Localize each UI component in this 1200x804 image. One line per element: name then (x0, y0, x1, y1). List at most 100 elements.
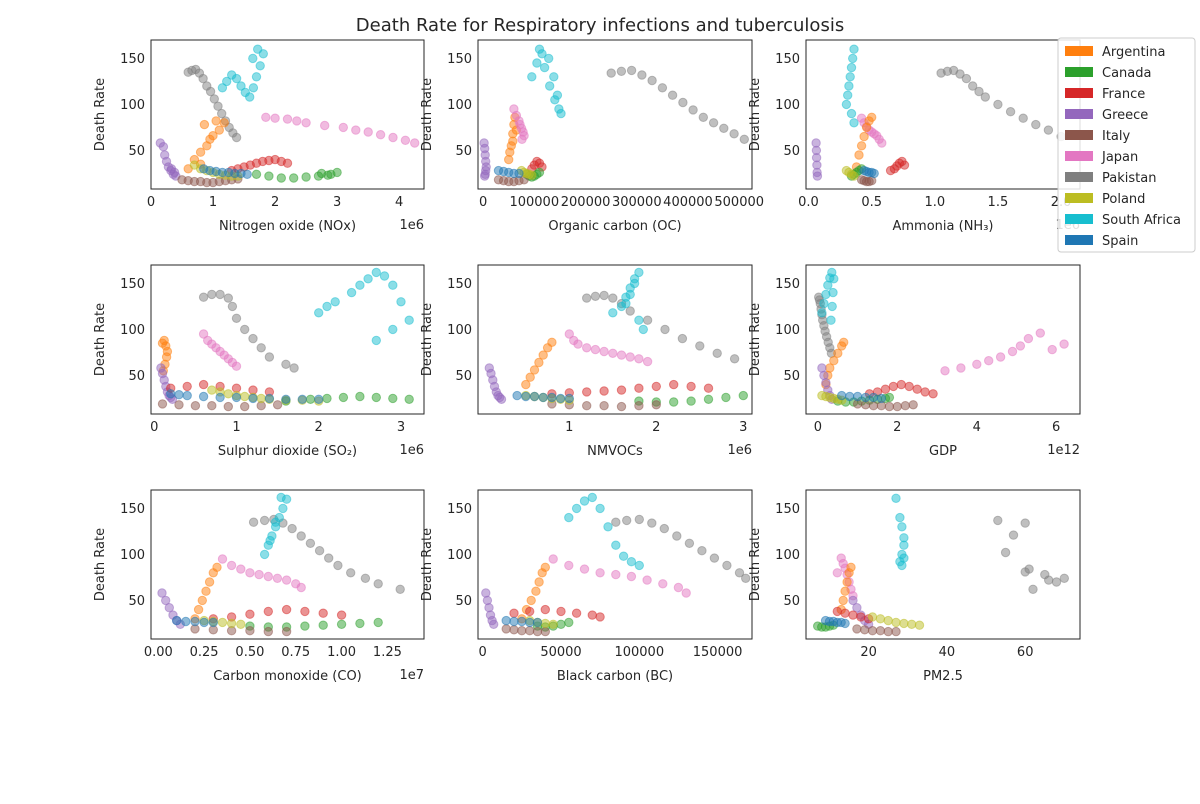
data-point-pakistan (289, 363, 299, 373)
data-point-south-africa (322, 301, 332, 312)
data-point-argentina (526, 595, 536, 606)
y-tick-label: 50 (128, 594, 145, 609)
data-point-pakistan (708, 118, 719, 128)
y-axis-label: Death Rate (93, 303, 108, 376)
data-point-france (318, 608, 328, 618)
data-point-south-africa (544, 53, 554, 64)
data-point-japan (410, 138, 420, 148)
data-point-greece (848, 595, 858, 606)
y-tick-label: 50 (783, 144, 800, 159)
data-point-japan (282, 114, 293, 124)
data-point-spain (172, 615, 182, 626)
data-point-argentina (842, 577, 852, 587)
subplot-4: 0 1 2 3 50 100 150 Sulphur dioxide (SO₂) Death R… (93, 264, 425, 459)
data-point-france (336, 610, 347, 620)
data-point-france (582, 387, 592, 397)
data-point-pakistan (209, 94, 220, 104)
data-point-south-africa (396, 297, 406, 307)
data-point-south-africa (222, 76, 232, 87)
data-point-spain (231, 392, 242, 403)
data-point-south-africa (899, 553, 909, 563)
data-point-poland (883, 615, 893, 626)
data-point-greece (852, 603, 862, 613)
data-point-pakistan (684, 538, 695, 548)
data-point-canada (721, 392, 731, 403)
data-point-japan (375, 130, 386, 140)
data-point-pakistan (741, 573, 751, 583)
data-point-pakistan (622, 515, 632, 526)
data-point-south-africa (634, 560, 644, 571)
data-point-italy (509, 625, 519, 635)
data-point-japan (642, 575, 652, 585)
data-point-greece (496, 394, 507, 404)
y-tick-label: 50 (455, 369, 472, 384)
x-tick-label: 1 (209, 195, 217, 210)
x-axis-label: Organic carbon (OC) (548, 219, 681, 234)
data-point-italy (634, 401, 644, 411)
data-point-greece (812, 171, 823, 181)
data-point-pakistan (287, 523, 297, 534)
axes-frame (150, 39, 425, 190)
data-point-japan (226, 560, 237, 571)
data-point-spain (198, 391, 209, 402)
data-point-south-africa (564, 512, 574, 523)
data-point-france (686, 381, 696, 392)
data-point-pakistan (659, 523, 669, 534)
data-point-japan (590, 344, 601, 355)
data-point-spain (181, 616, 191, 627)
figure-title: Death Rate for Respiratory infections an… (356, 15, 844, 36)
data-point-japan (564, 329, 574, 339)
x-tick-label: 0 (479, 645, 487, 660)
data-point-japan (281, 575, 292, 585)
data-point-spain (521, 391, 531, 402)
subplot-7: 0.00 0.25 0.50 0.75 1.00 1.25 50 100 150 Carbon m… (93, 489, 425, 684)
data-point-japan (599, 346, 609, 357)
legend-label: Poland (1102, 192, 1145, 207)
data-point-poland (899, 618, 909, 629)
data-point-japan (270, 113, 280, 123)
data-point-italy (875, 626, 886, 636)
data-point-japan (608, 348, 618, 358)
data-point-italy (540, 626, 550, 637)
data-point-poland (226, 618, 237, 629)
data-point-pakistan (346, 568, 356, 578)
data-point-pakistan (647, 75, 657, 86)
data-point-italy (263, 626, 273, 637)
data-point-spain (514, 168, 524, 179)
data-point-italy (240, 401, 250, 412)
x-tick-label: 0 (147, 195, 155, 210)
data-point-south-africa (571, 503, 582, 514)
data-point-spain (845, 391, 855, 402)
data-point-france (281, 604, 292, 615)
data-point-spain (517, 616, 527, 627)
data-point-argentina (856, 141, 867, 151)
x-axis-label: Ammonia (NH₃) (893, 219, 994, 234)
data-point-pakistan (1018, 113, 1028, 123)
x-tick-label: 1.00 (327, 645, 356, 660)
data-point-pakistan (248, 517, 259, 527)
data-point-pakistan (248, 333, 258, 344)
legend-swatch (1065, 172, 1093, 182)
data-point-france (556, 606, 566, 617)
x-tick-label: 100000 (614, 645, 664, 660)
data-point-south-africa (621, 298, 631, 309)
data-point-greece (489, 619, 499, 629)
data-point-argentina (199, 119, 210, 130)
y-tick-label: 100 (120, 323, 145, 338)
data-point-japan (338, 122, 348, 133)
data-point-greece (157, 588, 167, 598)
data-point-spain (208, 617, 219, 628)
x-offset-text: 1e7 (399, 668, 424, 683)
data-point-south-africa (379, 271, 390, 281)
data-point-france (263, 606, 273, 617)
data-point-japan (681, 588, 691, 598)
data-point-france (245, 609, 255, 619)
data-point-italy (525, 626, 535, 636)
data-point-spain (174, 390, 184, 400)
x-offset-text: 1e6 (399, 218, 424, 233)
data-point-pakistan (1043, 125, 1054, 135)
data-point-south-africa (848, 53, 858, 64)
data-point-pakistan (590, 291, 601, 301)
data-point-france (599, 386, 609, 396)
y-axis-label: Death Rate (420, 303, 435, 376)
